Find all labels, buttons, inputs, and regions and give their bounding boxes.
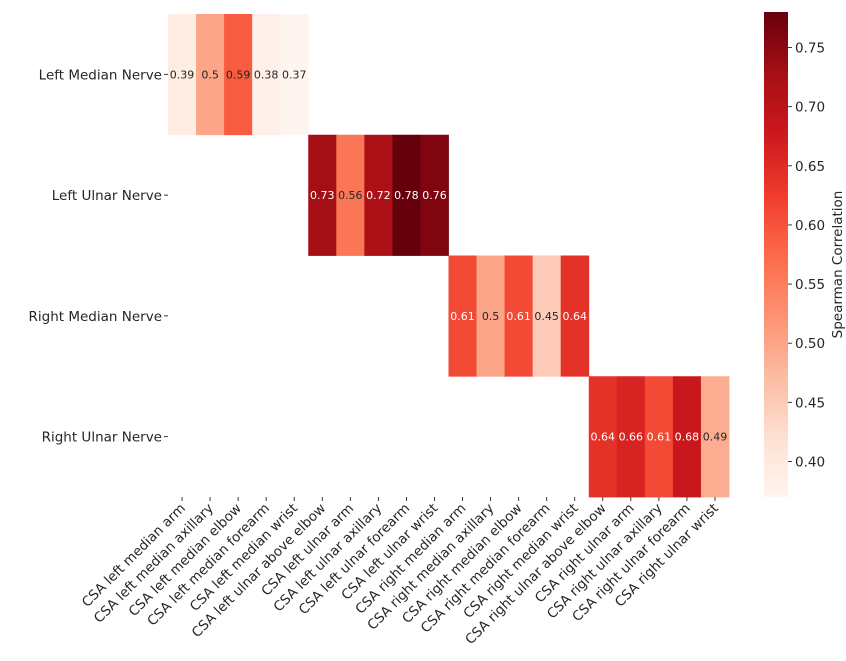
cell-value-label: 0.73: [310, 189, 335, 202]
cell-value-label: 0.61: [450, 310, 475, 323]
heatmap-cell: [168, 14, 197, 136]
colorbar: 0.40 0.45 0.50 0.55 0.60 0.65 0.70 0.75 Spearma…: [764, 12, 846, 497]
heatmap-cell: [196, 14, 225, 136]
cell-value-label: 0.61: [647, 431, 672, 444]
heatmap-cell: [672, 376, 702, 498]
cell-value-label: 0.76: [422, 189, 447, 202]
cell-value-label: 0.72: [366, 189, 391, 202]
heatmap-cell: [560, 255, 590, 377]
colorbar-tick-label: 0.65: [795, 159, 825, 175]
y-tick-label: Right Median Nerve: [29, 309, 162, 325]
cell-value-label: 0.61: [506, 310, 531, 323]
colorbar-tick-label: 0.45: [795, 395, 825, 411]
heatmap-cell: [532, 255, 562, 377]
heatmap-cell: [588, 376, 618, 498]
cell-value-label: 0.56: [338, 189, 363, 202]
y-tick-label: Left Median Nerve: [39, 67, 162, 83]
cell-value-label: 0.45: [534, 310, 559, 323]
heatmap-cell: [616, 376, 646, 498]
heatmap-cell: [448, 255, 477, 377]
heatmap-cell-labels: 0.39 0.5 0.59 0.38 0.37 0.73 0.56 0.72 0.78 0.76 0…: [170, 68, 727, 443]
y-tick-label: Left Ulnar Nerve: [52, 188, 162, 204]
heatmap-cell: [224, 14, 253, 136]
cell-value-label: 0.66: [619, 431, 644, 444]
cell-value-label: 0.64: [591, 431, 616, 444]
cell-value-label: 0.5: [482, 310, 500, 323]
cell-value-label: 0.49: [703, 431, 728, 444]
colorbar-tick-label: 0.75: [795, 40, 825, 56]
colorbar-ticks: 0.40 0.45 0.50 0.55 0.60 0.65 0.70 0.75: [788, 40, 825, 471]
colorbar-tick-label: 0.55: [795, 277, 825, 293]
heatmap-cell: [252, 14, 281, 136]
cell-value-label: 0.38: [254, 68, 279, 81]
heatmap-cell: [336, 134, 365, 256]
colorbar-tick-label: 0.70: [795, 100, 825, 116]
colorbar-gradient: [764, 12, 788, 497]
cell-value-label: 0.37: [282, 68, 307, 81]
cell-value-label: 0.5: [201, 68, 219, 81]
heatmap-cell: [392, 134, 421, 256]
cell-value-label: 0.68: [675, 431, 700, 444]
heatmap-cell: [700, 376, 730, 498]
colorbar-tick-label: 0.60: [795, 218, 825, 234]
heatmap-cell: [644, 376, 674, 498]
heatmap-cell: [280, 14, 309, 136]
heatmap-cell: [364, 134, 393, 256]
heatmap-cell: [504, 255, 534, 377]
heatmap-cell: [476, 255, 505, 377]
cell-value-label: 0.64: [562, 310, 587, 323]
colorbar-tick-label: 0.40: [795, 455, 825, 471]
heatmap-cells: [168, 14, 730, 498]
heatmap-cell: [308, 134, 337, 256]
colorbar-tick-label: 0.50: [795, 336, 825, 352]
cell-value-label: 0.78: [394, 189, 419, 202]
cell-value-label: 0.39: [170, 68, 195, 81]
cell-value-label: 0.59: [226, 68, 251, 81]
y-axis: Left Median Nerve Left Ulnar Nerve Right M…: [29, 67, 168, 446]
heatmap-cell: [420, 134, 449, 256]
colorbar-label: Spearman Correlation: [830, 191, 846, 339]
y-tick-label: Right Ulnar Nerve: [42, 430, 162, 446]
